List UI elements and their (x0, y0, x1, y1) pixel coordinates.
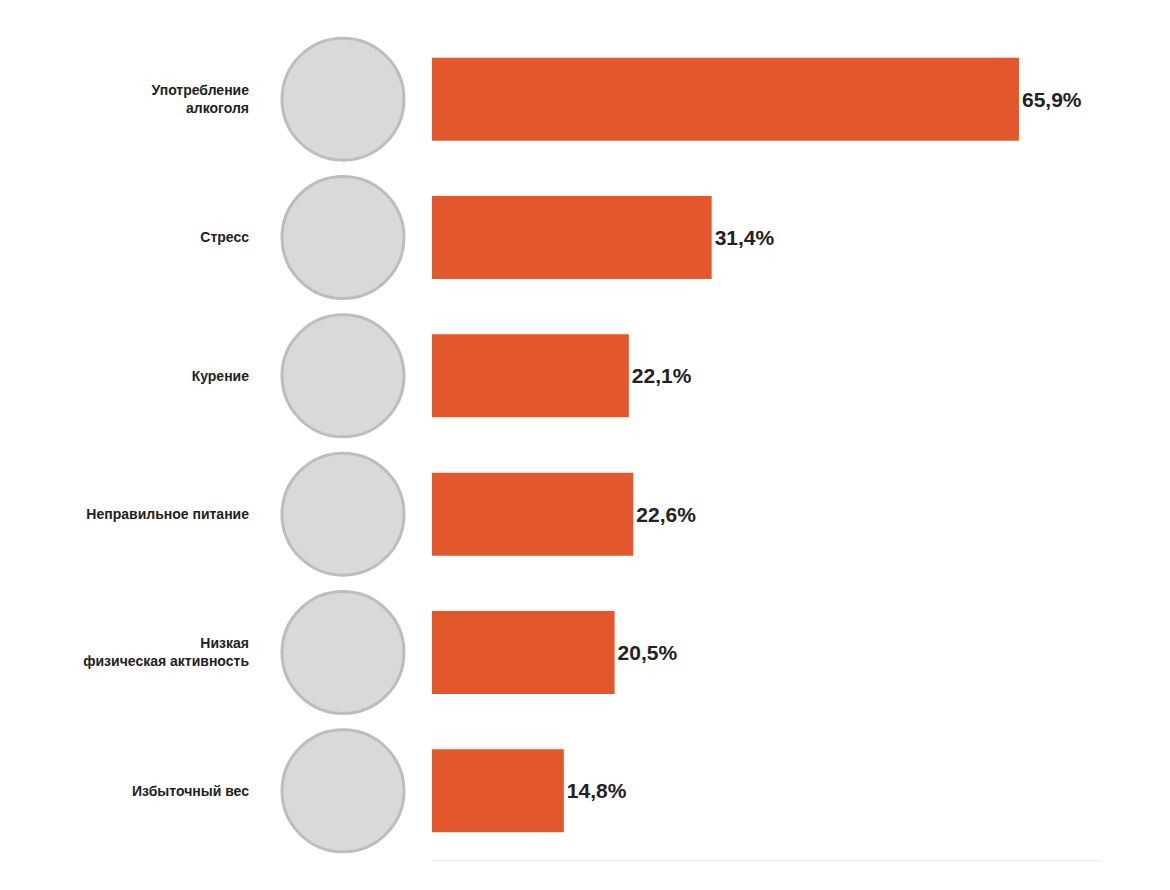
svg-text:Употреблениеалкоголя: Употреблениеалкоголя (152, 82, 250, 116)
svg-text:31,4%: 31,4% (715, 226, 775, 249)
svg-text:65,9%: 65,9% (1022, 88, 1082, 111)
svg-text:Избыточный вес: Избыточный вес (132, 783, 249, 799)
svg-text:Низкаяфизическая активность: Низкаяфизическая активность (83, 635, 249, 669)
svg-text:22,1%: 22,1% (632, 364, 692, 387)
svg-text:Неправильное питание: Неправильное питание (86, 506, 249, 522)
svg-text:20,5%: 20,5% (618, 641, 678, 664)
svg-text:Курение: Курение (192, 368, 250, 384)
svg-text:Стресс: Стресс (200, 229, 249, 245)
svg-text:22,6%: 22,6% (636, 503, 696, 526)
svg-text:14,8%: 14,8% (567, 779, 627, 802)
